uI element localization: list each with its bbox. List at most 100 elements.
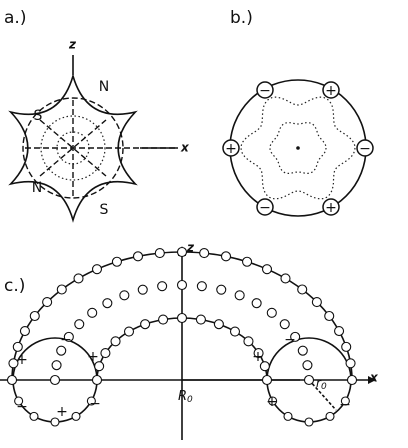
pole-label: N (99, 79, 109, 95)
winding (297, 345, 308, 356)
winding (91, 374, 103, 386)
winding (346, 374, 358, 386)
winding (56, 284, 67, 295)
winding (253, 348, 264, 359)
subscript: 0 (187, 395, 193, 405)
winding (71, 411, 81, 421)
winding (19, 325, 30, 337)
winding (100, 348, 111, 359)
winding (261, 264, 273, 275)
subscript: 0 (321, 382, 327, 392)
winding (304, 417, 314, 427)
winding (259, 361, 270, 372)
torus-drawing (0, 246, 376, 440)
pole-label: S (34, 108, 43, 124)
winding (176, 246, 188, 258)
pole-sign: + (16, 352, 28, 368)
winding (341, 341, 352, 352)
winding (297, 284, 308, 295)
winding (279, 319, 290, 330)
axis-label: z (186, 241, 195, 255)
winding (220, 251, 232, 262)
axis-label: z (68, 38, 77, 52)
winding (199, 248, 210, 259)
winding (8, 358, 19, 369)
circle-drawing (229, 79, 367, 217)
winding (154, 248, 165, 259)
panel-label: b.) (230, 8, 253, 28)
pole-sign: − (339, 397, 351, 413)
winding (229, 326, 241, 337)
pole-sign: + (252, 349, 264, 365)
pole-sign: − (259, 200, 271, 216)
winding (91, 264, 103, 275)
winding (6, 374, 18, 386)
winding (196, 281, 207, 292)
winding (157, 281, 168, 292)
winding (243, 336, 254, 347)
panel-label: c.) (4, 276, 25, 296)
pole-sign: − (89, 396, 101, 412)
winding (119, 290, 130, 301)
pole-sign: + (325, 200, 337, 216)
winding (158, 314, 169, 325)
symbol: r (316, 376, 322, 390)
winding (334, 325, 345, 337)
winding (110, 336, 121, 347)
winding (213, 319, 224, 330)
pole-marker (322, 81, 340, 99)
panel-label: a.) (4, 8, 26, 28)
pole-sign: + (56, 404, 68, 420)
winding (176, 312, 188, 324)
winding (94, 361, 105, 372)
winding (324, 310, 335, 322)
winding (87, 307, 98, 318)
axis-label: x (369, 371, 379, 385)
pole-sign: − (16, 399, 28, 415)
winding (325, 411, 335, 421)
winding (73, 273, 84, 284)
pole-marker (256, 198, 274, 216)
winding (29, 310, 40, 322)
axis-label: x (180, 141, 190, 155)
winding (74, 319, 85, 330)
winding (261, 374, 273, 386)
pole-marker (256, 81, 274, 99)
winding (340, 396, 350, 406)
symbol: R (178, 389, 187, 404)
winding (280, 273, 291, 284)
winding (111, 256, 122, 267)
winding (234, 290, 245, 301)
pole-marker (222, 139, 240, 157)
winding (102, 298, 113, 309)
winding (290, 331, 301, 342)
winding (12, 341, 23, 352)
winding (137, 284, 148, 295)
winding (283, 411, 293, 421)
winding (266, 307, 277, 318)
winding (50, 417, 60, 427)
pole-sign: + (87, 349, 99, 365)
winding (176, 279, 188, 291)
winding (311, 297, 322, 308)
winding (14, 396, 24, 406)
major-radius-label: R0 (178, 389, 193, 405)
pole-label: S (100, 202, 109, 218)
winding (123, 326, 135, 337)
winding (56, 345, 67, 356)
pole-sign: − (259, 83, 271, 99)
winding (132, 251, 144, 262)
winding (302, 360, 313, 371)
pole-label: N (32, 180, 42, 196)
winding (195, 314, 206, 325)
winding (242, 256, 253, 267)
winding (29, 411, 39, 421)
winding (86, 396, 96, 406)
winding (140, 319, 151, 330)
pole-marker (356, 139, 374, 157)
pole-sign: − (60, 332, 72, 348)
winding (49, 374, 61, 386)
winding (303, 374, 315, 386)
pole-sign: − (359, 141, 371, 157)
